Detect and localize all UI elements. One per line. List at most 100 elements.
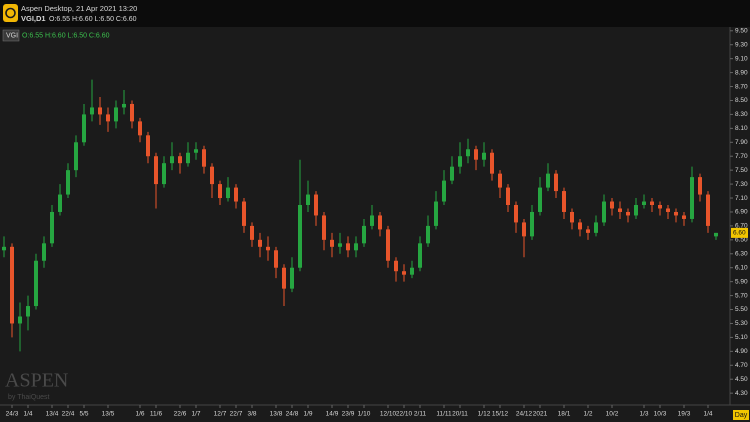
candle-body	[338, 243, 342, 247]
candle-body	[266, 246, 270, 251]
candle-body	[474, 149, 478, 160]
y-tick-label: 7.10	[735, 195, 748, 202]
x-tick-label: 22/7	[230, 411, 243, 418]
candle-body	[586, 229, 590, 233]
y-tick-label: 8.70	[735, 83, 748, 90]
candle-body	[522, 222, 526, 237]
x-tick-label: 23/9	[342, 411, 355, 418]
x-tick-label: 2/11	[414, 411, 427, 418]
y-tick-label: 6.10	[735, 264, 748, 271]
y-tick-label: 6.50	[735, 237, 748, 244]
x-tick-label: 1/2	[583, 411, 592, 418]
y-tick-label: 7.70	[735, 153, 748, 160]
period-box[interactable]	[733, 410, 749, 420]
candle-body	[386, 229, 390, 261]
candle-body	[314, 194, 318, 216]
candle-body	[370, 215, 374, 226]
candle-body	[282, 267, 286, 289]
candle-body	[714, 232, 718, 237]
y-tick-label: 4.70	[735, 362, 748, 369]
candle-body	[194, 149, 198, 153]
candle-body	[666, 208, 670, 212]
y-tick-label: 4.90	[735, 348, 748, 355]
candle-body	[18, 316, 22, 324]
y-tick-label: 7.90	[735, 139, 748, 146]
x-tick-label: 12/10	[380, 411, 397, 418]
candle-body	[418, 243, 422, 268]
x-tick-label: 1/9	[303, 411, 312, 418]
candle-body	[658, 205, 662, 209]
candle-body	[546, 173, 550, 188]
logo-mark	[5, 7, 16, 19]
candle-body	[570, 211, 574, 223]
candle-body	[562, 191, 566, 212]
candle-body	[10, 246, 14, 324]
candle-body	[2, 246, 6, 251]
y-tick-label: 5.70	[735, 292, 748, 299]
candle-body	[50, 211, 54, 244]
y-tick-label: 8.90	[735, 69, 748, 76]
candle-body	[234, 187, 238, 202]
y-tick-label: 5.10	[735, 334, 748, 341]
candle-body	[274, 250, 278, 268]
candle-body	[426, 225, 430, 244]
x-tick-label: 1/7	[191, 411, 200, 418]
candle-body	[394, 260, 398, 272]
candle-body	[178, 156, 182, 164]
candle-body	[306, 194, 310, 206]
x-tick-label: 13/5	[102, 411, 115, 418]
candle-body	[186, 152, 190, 164]
candle-body	[74, 142, 78, 171]
candle-body	[690, 177, 694, 219]
y-tick-label: 6.90	[735, 209, 748, 216]
last-price-label: 6.60	[733, 230, 746, 237]
candle-body	[26, 306, 30, 317]
candle-body	[170, 156, 174, 164]
candle-body	[90, 107, 94, 115]
x-tick-label: 15/12	[492, 411, 509, 418]
candle-body	[450, 166, 454, 181]
candle-body	[530, 211, 534, 237]
candle-body	[442, 180, 446, 202]
candle-body	[330, 239, 334, 247]
candle-body	[650, 201, 654, 206]
candle-body	[218, 184, 222, 199]
x-tick-label: 24/12	[516, 411, 533, 418]
candle-body	[122, 103, 126, 108]
candle-body	[594, 222, 598, 233]
candle-body	[226, 187, 230, 199]
x-tick-label: 13/8	[270, 411, 283, 418]
watermark: ASPEN	[5, 370, 68, 392]
x-tick-label: 3/8	[247, 411, 256, 418]
x-tick-label: 10/2	[606, 411, 619, 418]
candle-body	[250, 225, 254, 240]
x-tick-label: 1/3	[639, 411, 648, 418]
x-tick-label: 1/6	[135, 411, 144, 418]
candle-body	[298, 205, 302, 268]
candle-body	[242, 201, 246, 226]
x-tick-label: 24/3	[6, 411, 19, 418]
candle-body	[618, 208, 622, 212]
x-tick-label: 1/10	[358, 411, 371, 418]
candle-body	[202, 149, 206, 167]
candle-body	[538, 187, 542, 212]
candle-body	[146, 135, 150, 157]
candle-body	[634, 205, 638, 216]
candle-body	[610, 201, 614, 209]
candle-body	[490, 152, 494, 174]
candle-body	[706, 194, 710, 226]
last-price-box	[731, 227, 748, 238]
period-label[interactable]: Day	[735, 412, 748, 419]
x-tick-label: 22/10	[396, 411, 413, 418]
x-tick-label: 5/5	[79, 411, 88, 418]
x-tick-label: 19/3	[678, 411, 691, 418]
candle-body	[378, 215, 382, 230]
y-tick-label: 9.10	[735, 55, 748, 62]
candle-body	[58, 194, 62, 212]
x-tick-label: 13/4	[46, 411, 59, 418]
candle-body	[106, 114, 110, 122]
y-tick-label: 7.30	[735, 181, 748, 188]
y-tick-label: 8.10	[735, 125, 748, 132]
